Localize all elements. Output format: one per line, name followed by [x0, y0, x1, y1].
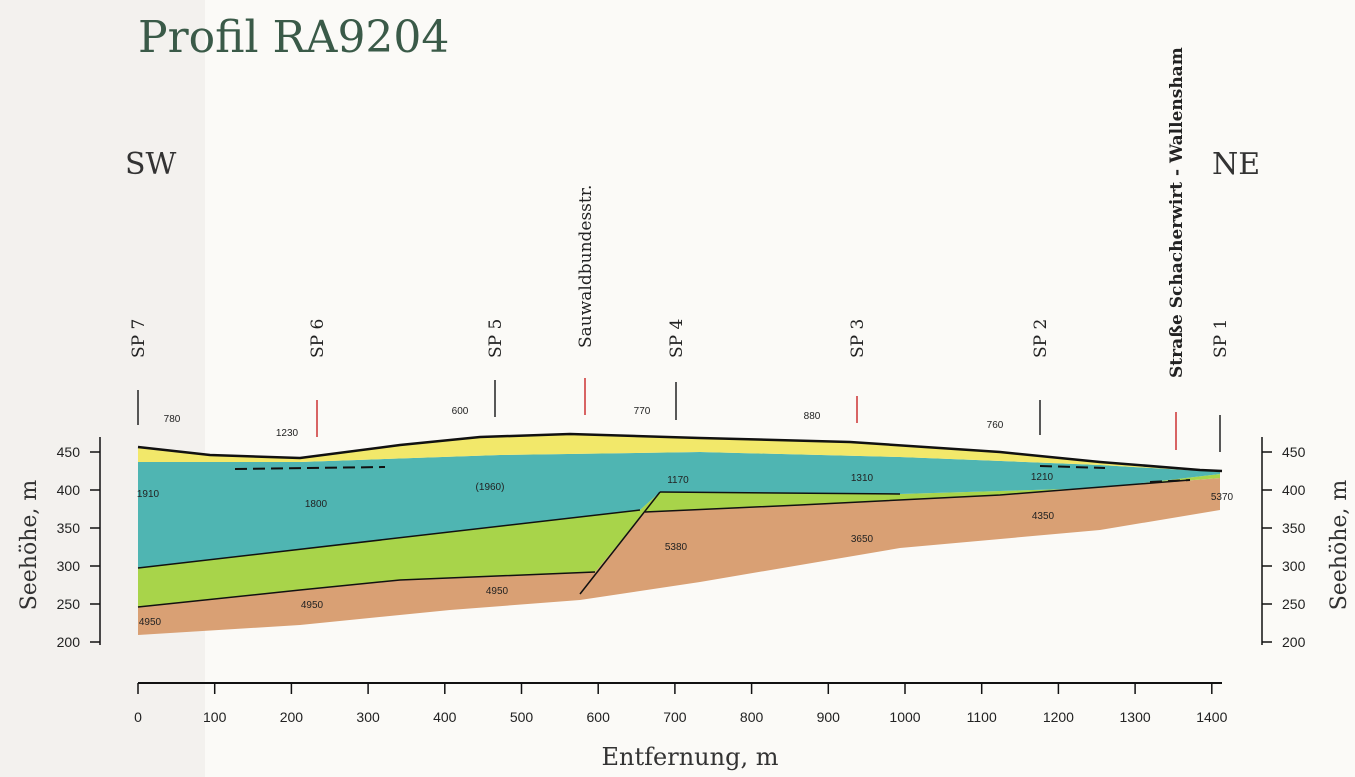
- x-tick-label: 900: [817, 709, 841, 725]
- velocity-label: 1170: [667, 475, 689, 486]
- velocity-label: 1910: [137, 489, 160, 500]
- marker-label: SP 7: [129, 319, 149, 358]
- x-tick-label: 300: [356, 709, 380, 725]
- y-tick-label: 300: [57, 558, 81, 574]
- x-tick-label: 600: [587, 709, 611, 725]
- marker-label: SP 5: [486, 319, 506, 358]
- velocity-label: 770: [634, 406, 651, 417]
- marker-label: SP 3: [848, 319, 868, 358]
- x-tick-label: 1100: [967, 709, 997, 725]
- velocity-label: 760: [987, 420, 1004, 431]
- y-tick-label: 250: [57, 596, 81, 612]
- y-tick-label: 300: [1282, 558, 1306, 574]
- dir-left: SW: [125, 147, 177, 182]
- scan-shade: [0, 0, 205, 777]
- x-tick-label: 1200: [1043, 709, 1074, 725]
- title: Profil RA9204: [138, 12, 449, 63]
- velocity-label: 4350: [1032, 511, 1055, 522]
- y-axis-label: Seehöhe, m: [17, 480, 42, 611]
- x-tick-label: 100: [203, 709, 227, 725]
- velocity-label: (1960): [476, 482, 505, 493]
- x-tick-label: 200: [280, 709, 304, 725]
- velocity-label: 1210: [1031, 472, 1054, 483]
- velocity-label: 5370: [1211, 492, 1234, 503]
- y-tick-label: 350: [57, 520, 81, 536]
- x-tick-label: 1400: [1196, 709, 1227, 725]
- velocity-label: 3650: [851, 534, 874, 545]
- y-tick-label: 450: [1282, 444, 1306, 460]
- marker-label: SP 1: [1211, 319, 1231, 358]
- x-axis-label: Entfernung, m: [602, 743, 779, 771]
- y-tick-label: 200: [1282, 634, 1306, 650]
- marker-label: SP 4: [667, 319, 687, 358]
- velocity-label: 5380: [665, 542, 688, 553]
- velocity-label: 1800: [305, 499, 328, 510]
- velocity-label: 780: [164, 414, 181, 425]
- x-tick-label: 0: [134, 709, 142, 725]
- velocity-label: 4950: [301, 600, 324, 611]
- profile: Profil RA9204 SW NE Seehöhe, m Seehöhe, …: [0, 0, 1355, 777]
- velocity-label: 4950: [139, 617, 162, 628]
- y-tick-label: 400: [1282, 482, 1306, 498]
- x-tick-label: 500: [510, 709, 534, 725]
- y-tick-label: 350: [1282, 520, 1306, 536]
- y-tick-label: 250: [1282, 596, 1306, 612]
- y-tick-label: 200: [57, 634, 81, 650]
- marker-label: Straße Schacherwirt - Wallensham: [1167, 47, 1187, 378]
- x-tick-label: 700: [663, 709, 687, 725]
- velocity-label: 1310: [851, 473, 874, 484]
- marker-label: SP 2: [1031, 319, 1051, 358]
- velocity-label: 880: [804, 411, 821, 422]
- y-axis-label: Seehöhe, m: [1327, 480, 1352, 611]
- dir-right: NE: [1212, 147, 1260, 182]
- y-tick-label: 400: [57, 482, 81, 498]
- x-tick-label: 400: [433, 709, 457, 725]
- x-tick-label: 800: [740, 709, 764, 725]
- velocity-label: 600: [452, 406, 469, 417]
- y-tick-label: 450: [57, 444, 81, 460]
- velocity-label: 1230: [276, 428, 299, 439]
- marker-label: Sauwaldbundesstr.: [576, 185, 596, 348]
- x-tick-label: 1300: [1120, 709, 1151, 725]
- x-tick-label: 1000: [889, 709, 920, 725]
- velocity-label: 4950: [486, 586, 509, 597]
- marker-label: SP 6: [308, 319, 328, 358]
